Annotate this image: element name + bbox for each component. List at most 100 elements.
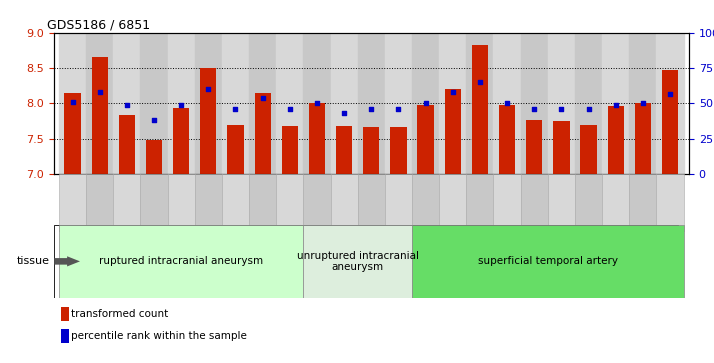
Bar [466, 33, 493, 174]
Text: GDS5186 / 6851: GDS5186 / 6851 [47, 19, 151, 32]
Bar [173, 109, 189, 174]
Point [203, 86, 214, 92]
Bar [168, 33, 195, 174]
Bar [141, 33, 168, 174]
Text: superficial temporal artery: superficial temporal artery [478, 256, 618, 266]
Bar [254, 93, 271, 174]
Point [393, 106, 404, 112]
Point [121, 102, 133, 108]
Bar [227, 125, 243, 174]
Bar [114, 33, 141, 174]
Point [67, 99, 79, 105]
Bar [64, 93, 81, 174]
Bar [336, 126, 352, 174]
Bar [466, 174, 493, 232]
Bar [363, 127, 379, 174]
Bar [629, 33, 656, 174]
Text: percentile rank within the sample: percentile rank within the sample [71, 331, 247, 341]
Bar [656, 33, 683, 174]
Bar [86, 174, 114, 232]
Bar [580, 125, 597, 174]
Bar [439, 174, 466, 232]
Text: unruptured intracranial
aneurysm: unruptured intracranial aneurysm [297, 250, 418, 272]
Bar [303, 174, 331, 232]
Bar [418, 105, 433, 174]
Bar [629, 174, 656, 232]
Bar [331, 33, 358, 174]
Bar [195, 33, 222, 174]
Bar [635, 103, 651, 174]
Text: transformed count: transformed count [71, 309, 169, 319]
Point [610, 102, 621, 108]
Point [528, 106, 540, 112]
Bar [391, 127, 406, 174]
Bar [493, 33, 521, 174]
Point [637, 101, 648, 106]
Point [284, 106, 296, 112]
Bar [331, 174, 358, 232]
Bar [575, 174, 602, 232]
Text: tissue: tissue [16, 256, 49, 266]
Bar [303, 33, 331, 174]
Bar [493, 174, 521, 232]
Bar [662, 70, 678, 174]
Bar [385, 33, 412, 174]
Point [420, 101, 431, 106]
Point [230, 106, 241, 112]
Bar [412, 174, 439, 232]
Bar [200, 68, 216, 174]
Point [94, 89, 106, 95]
Bar [472, 45, 488, 174]
Bar [59, 225, 303, 298]
Bar [548, 33, 575, 174]
Point [176, 102, 187, 108]
Bar [249, 33, 276, 174]
Point [366, 106, 377, 112]
Bar [439, 33, 466, 174]
Bar [222, 174, 249, 232]
Bar [114, 174, 141, 232]
Bar [195, 174, 222, 232]
Bar [59, 33, 86, 174]
Bar [526, 121, 543, 174]
Point [447, 89, 458, 95]
Point [474, 79, 486, 85]
Bar [521, 33, 548, 174]
Bar [548, 174, 575, 232]
Point [664, 91, 675, 97]
Bar [146, 140, 162, 174]
Point [501, 101, 513, 106]
Bar [575, 33, 602, 174]
Bar [656, 174, 683, 232]
Bar [303, 225, 412, 298]
Bar [309, 103, 325, 174]
Bar [358, 33, 385, 174]
Bar [499, 105, 516, 174]
Point [338, 110, 350, 116]
Bar [385, 174, 412, 232]
Bar [358, 174, 385, 232]
Bar [59, 174, 86, 232]
Point [149, 118, 160, 123]
Text: ruptured intracranial aneurysm: ruptured intracranial aneurysm [99, 256, 263, 266]
Bar [141, 174, 168, 232]
Bar [412, 33, 439, 174]
Point [583, 106, 594, 112]
Bar [119, 115, 135, 174]
Bar [553, 121, 570, 174]
Bar [602, 174, 629, 232]
Point [555, 106, 567, 112]
Bar [91, 57, 108, 174]
Bar [168, 174, 195, 232]
Point [257, 95, 268, 101]
Bar [602, 33, 629, 174]
Bar [281, 126, 298, 174]
Point [311, 101, 323, 106]
Bar [222, 33, 249, 174]
Bar [608, 106, 624, 174]
Bar [249, 174, 276, 232]
Bar [521, 174, 548, 232]
Bar [86, 33, 114, 174]
Bar [276, 174, 303, 232]
Bar [445, 89, 461, 174]
